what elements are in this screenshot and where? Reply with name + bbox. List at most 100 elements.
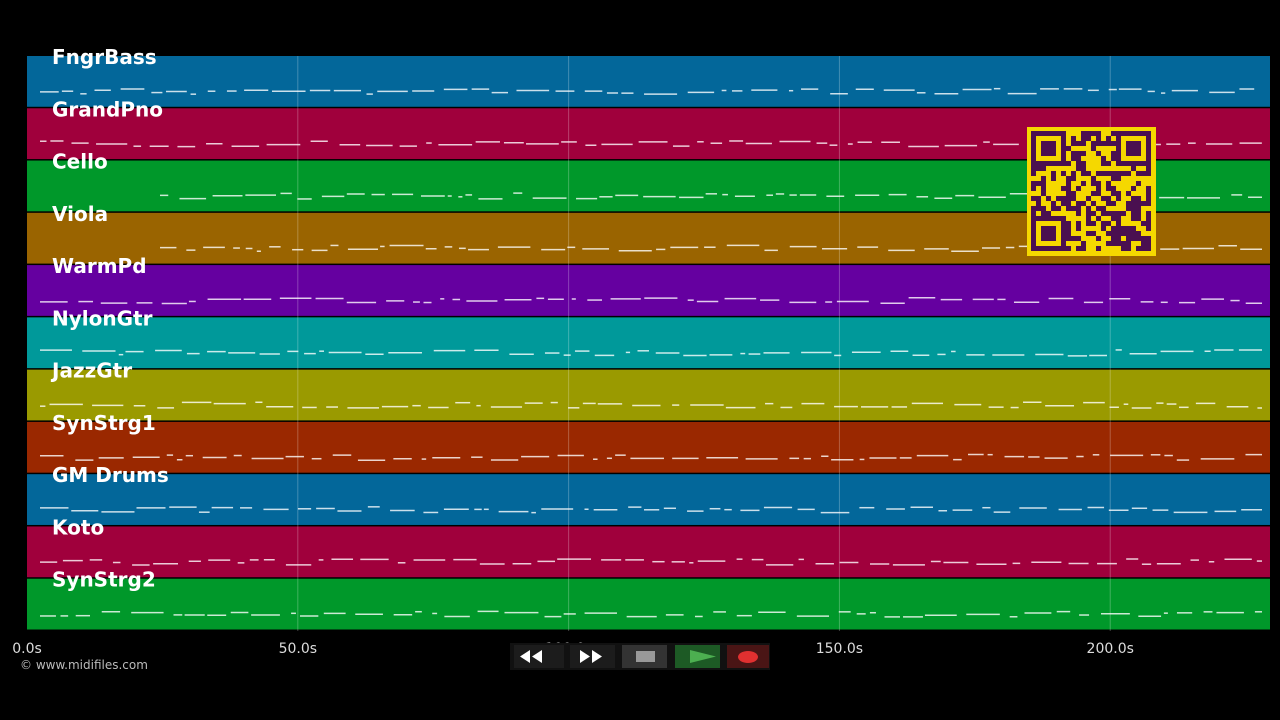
qr-module	[1071, 136, 1076, 141]
qr-module	[1066, 181, 1071, 186]
track-lane	[27, 265, 1270, 316]
qr-module	[1116, 221, 1121, 226]
qr-module	[1136, 211, 1141, 216]
qr-module	[1071, 171, 1076, 176]
qr-module	[1131, 216, 1136, 221]
forward-icon	[592, 650, 602, 663]
qr-module	[1086, 131, 1091, 136]
stop-button[interactable]	[622, 645, 667, 668]
track-label: JazzGtr	[50, 359, 132, 383]
qr-module	[1031, 151, 1036, 156]
qr-module	[1131, 231, 1136, 236]
qr-module	[1126, 236, 1131, 241]
qr-module	[1111, 241, 1116, 246]
qr-module	[1076, 166, 1081, 171]
qr-module	[1061, 226, 1066, 231]
qr-module	[1111, 231, 1116, 236]
qr-module	[1066, 161, 1071, 166]
qr-module	[1046, 161, 1051, 166]
qr-module	[1081, 151, 1086, 156]
qr-module	[1136, 146, 1141, 151]
qr-module	[1071, 191, 1076, 196]
qr-module	[1041, 166, 1046, 171]
copyright: © www.midifiles.com	[20, 658, 148, 672]
qr-module	[1031, 161, 1036, 166]
qr-module	[1131, 161, 1136, 166]
rewind-icon	[520, 650, 530, 663]
qr-module	[1131, 206, 1136, 211]
qr-module	[1106, 136, 1111, 141]
qr-module	[1091, 211, 1096, 216]
qr-module	[1051, 171, 1056, 176]
qr-module	[1046, 231, 1051, 236]
qr-module	[1031, 181, 1036, 186]
qr-module	[1106, 196, 1111, 201]
qr-module	[1121, 211, 1126, 216]
play-icon	[690, 650, 716, 663]
qr-module	[1051, 161, 1056, 166]
qr-module	[1121, 231, 1126, 236]
qr-module	[1061, 136, 1066, 141]
qr-module	[1126, 246, 1131, 251]
qr-module	[1136, 131, 1141, 136]
track-label: NylonGtr	[52, 306, 153, 330]
qr-module	[1036, 206, 1041, 211]
qr-module	[1061, 161, 1066, 166]
qr-module	[1111, 156, 1116, 161]
qr-module	[1116, 191, 1121, 196]
qr-module	[1041, 231, 1046, 236]
qr-module	[1111, 226, 1116, 231]
qr-module	[1041, 246, 1046, 251]
track-label: GM Drums	[52, 463, 169, 487]
qr-module	[1061, 236, 1066, 241]
qr-module	[1086, 136, 1091, 141]
qr-module	[1046, 141, 1051, 146]
track-label: Cello	[52, 150, 108, 174]
play-button[interactable]	[675, 645, 720, 668]
qr-module	[1101, 221, 1106, 226]
qr-module	[1106, 186, 1111, 191]
qr-module	[1051, 176, 1056, 181]
qr-module	[1041, 131, 1046, 136]
qr-module	[1031, 156, 1036, 161]
qr-module	[1061, 231, 1066, 236]
qr-module	[1091, 221, 1096, 226]
qr-module	[1121, 241, 1126, 246]
qr-module	[1031, 241, 1036, 246]
qr-module	[1126, 206, 1131, 211]
qr-module	[1131, 236, 1136, 241]
record-button[interactable]	[727, 645, 769, 668]
qr-module	[1126, 191, 1131, 196]
qr-module	[1131, 186, 1136, 191]
qr-module	[1051, 201, 1056, 206]
qr-module	[1061, 141, 1066, 146]
qr-module	[1116, 196, 1121, 201]
qr-module	[1086, 206, 1091, 211]
qr-module	[1091, 231, 1096, 236]
qr-module	[1031, 221, 1036, 226]
qr-module	[1081, 161, 1086, 166]
qr-module	[1051, 131, 1056, 136]
qr-module	[1106, 221, 1111, 226]
qr-module	[1091, 141, 1096, 146]
qr-module	[1031, 136, 1036, 141]
qr-module	[1061, 151, 1066, 156]
qr-module	[1111, 216, 1116, 221]
qr-module	[1116, 231, 1121, 236]
qr-module	[1031, 211, 1036, 216]
qr-module	[1116, 211, 1121, 216]
forward-button[interactable]	[570, 645, 615, 668]
qr-module	[1046, 216, 1051, 221]
qr-module	[1146, 236, 1151, 241]
qr-module	[1051, 141, 1056, 146]
qr-module	[1121, 131, 1126, 136]
qr-module	[1111, 141, 1116, 146]
qr-module	[1046, 246, 1051, 251]
qr-module	[1066, 186, 1071, 191]
qr-module	[1116, 241, 1121, 246]
rewind-button[interactable]	[514, 645, 564, 668]
qr-module	[1096, 151, 1101, 156]
qr-module	[1146, 216, 1151, 221]
qr-module	[1081, 136, 1086, 141]
track-label: SynStrg1	[52, 411, 156, 435]
